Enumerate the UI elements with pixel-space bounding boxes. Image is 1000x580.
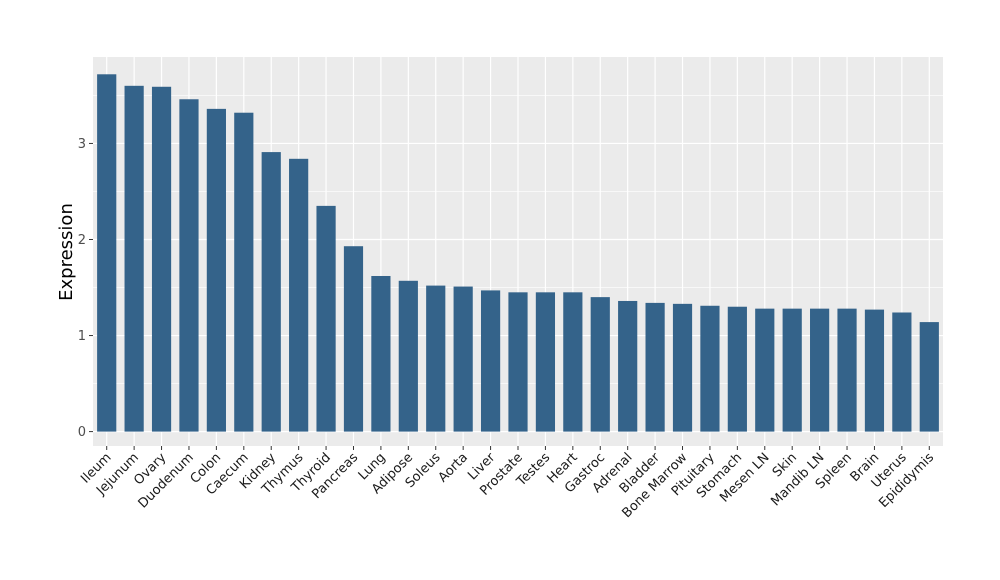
bars — [97, 74, 939, 432]
bar — [508, 292, 528, 432]
bar — [480, 290, 501, 432]
bar — [727, 306, 747, 432]
bar — [535, 292, 556, 432]
bar — [672, 303, 693, 432]
bar — [343, 246, 364, 432]
bar — [563, 292, 583, 432]
bar — [179, 99, 199, 432]
y-axis: 0 1 2 3 — [78, 137, 93, 440]
bar — [892, 312, 912, 432]
bar — [426, 285, 446, 432]
bar — [700, 305, 720, 432]
y-tick-label: 1 — [78, 329, 86, 344]
y-tick-label: 3 — [78, 137, 86, 152]
bar — [618, 300, 638, 432]
bar — [755, 308, 775, 432]
bar — [371, 275, 391, 432]
y-axis-title: Expression — [56, 203, 77, 301]
bar — [97, 74, 117, 432]
bar — [782, 308, 802, 432]
bar — [864, 309, 885, 432]
bar — [645, 302, 665, 432]
bar — [453, 286, 473, 432]
y-tick-label: 2 — [78, 233, 86, 248]
bar — [316, 205, 336, 432]
bar — [289, 158, 309, 432]
bar — [124, 85, 144, 432]
bar — [261, 152, 281, 432]
bar — [398, 280, 418, 432]
bar — [151, 86, 172, 432]
x-tick-label: Aorta — [436, 450, 471, 485]
bar — [919, 322, 939, 432]
bar — [837, 308, 857, 432]
bar — [810, 308, 830, 432]
bar — [206, 108, 226, 432]
bar — [590, 297, 610, 432]
x-axis: IleumJejunumOvaryDuodenumColonCaecumKidn… — [78, 446, 937, 521]
bar — [234, 112, 254, 432]
y-tick-label: 0 — [78, 425, 86, 440]
